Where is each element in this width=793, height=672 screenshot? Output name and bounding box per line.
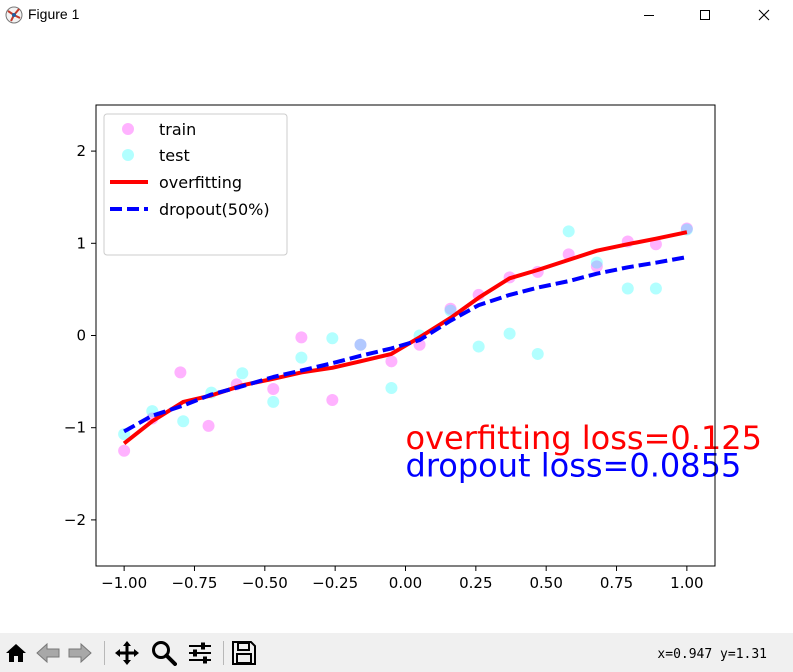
window-titlebar: Figure 1	[0, 0, 793, 30]
legend-box	[103, 113, 288, 256]
train-point	[354, 338, 367, 351]
test-point	[177, 415, 190, 428]
train-point	[267, 382, 280, 395]
toolbar-separator	[223, 641, 224, 665]
test-point	[503, 327, 516, 340]
pan-button[interactable]	[113, 639, 141, 667]
train-point	[326, 394, 339, 407]
forward-icon	[68, 642, 92, 664]
x-tick-label: 0.75	[600, 574, 633, 592]
x-tick-label: 0.25	[459, 574, 492, 592]
x-tick-label: −0.25	[312, 574, 358, 592]
x-tick-label: −0.50	[242, 574, 288, 592]
legend: train test overfitting dropout(50%)	[103, 113, 288, 256]
train-point	[590, 260, 603, 273]
maximize-icon	[700, 10, 710, 20]
configure-subplots-button[interactable]	[186, 639, 214, 667]
test-point	[236, 367, 249, 380]
forward-button[interactable]	[66, 639, 94, 667]
legend-test-marker	[122, 149, 134, 161]
back-button[interactable]	[34, 639, 62, 667]
y-tick-label: 1	[76, 234, 86, 252]
y-tick-label: −2	[64, 511, 86, 529]
figure-canvas[interactable]: overfitting loss=0.125 dropout loss=0.085…	[0, 30, 793, 633]
test-point	[472, 340, 485, 353]
zoom-button[interactable]	[150, 639, 178, 667]
legend-train-marker	[122, 123, 134, 135]
toolbar-separator	[104, 641, 105, 665]
zoom-icon	[152, 641, 177, 666]
pan-icon	[115, 641, 139, 665]
minimize-icon	[644, 15, 654, 16]
cursor-coordinates: x=0.947 y=1.31	[657, 647, 767, 662]
home-icon	[6, 644, 26, 662]
train-point	[202, 419, 215, 432]
x-tick-label: 0.00	[389, 574, 422, 592]
dropout-50-line	[123, 255, 688, 434]
y-tick-label: 0	[76, 327, 86, 345]
test-point	[621, 282, 634, 295]
close-button[interactable]	[741, 0, 787, 30]
y-tick-label: −1	[64, 419, 86, 437]
test-point	[295, 351, 308, 364]
navigation-toolbar: x=0.947 y=1.31	[0, 633, 793, 672]
window-title: Figure 1	[28, 6, 80, 22]
configure-subplots-icon	[189, 642, 211, 664]
train-point	[385, 355, 398, 368]
test-point	[267, 395, 280, 408]
test-point	[354, 338, 367, 351]
test-point	[326, 332, 339, 345]
test-point	[531, 347, 544, 360]
test-point	[590, 256, 603, 269]
ticks-layer: −1.00 −0.75 −0.50 −0.25 0.00 0.25 0.50 0.75 1.00…	[64, 142, 704, 592]
x-tick-label: 0.50	[529, 574, 562, 592]
save-button[interactable]	[230, 639, 258, 667]
legend-dropout-label: dropout(50%)	[159, 200, 270, 219]
train-point	[295, 331, 308, 344]
x-tick-label: −0.75	[171, 574, 217, 592]
home-button[interactable]	[2, 639, 30, 667]
test-point	[649, 282, 662, 295]
maximize-button[interactable]	[682, 0, 728, 30]
train-point	[118, 444, 131, 457]
train-point	[444, 302, 457, 315]
train-point	[174, 366, 187, 379]
x-tick-label: 1.00	[670, 574, 703, 592]
x-tick-label: −1.00	[101, 574, 147, 592]
matplotlib-icon	[5, 6, 23, 24]
minimize-button[interactable]	[626, 0, 672, 30]
legend-test-label: test	[159, 146, 190, 165]
y-tick-label: 2	[76, 142, 86, 160]
test-point	[562, 225, 575, 238]
series-layer	[118, 222, 693, 457]
legend-overfitting-label: overfitting	[159, 173, 242, 192]
close-icon	[758, 9, 770, 21]
save-icon	[232, 641, 256, 665]
loss-annotation: overfitting loss=0.125	[406, 419, 763, 457]
test-point	[385, 382, 398, 395]
back-icon	[36, 642, 60, 664]
loss-annotation: dropout loss=0.0855	[406, 447, 742, 485]
legend-train-label: train	[159, 120, 196, 139]
